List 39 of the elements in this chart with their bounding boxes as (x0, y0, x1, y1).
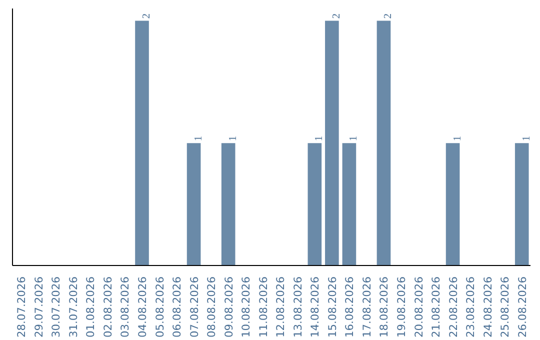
x-tick-label: 02.08.2026 (101, 276, 114, 338)
x-tick-label: 19.08.2026 (395, 276, 408, 338)
x-tick-label: 20.08.2026 (412, 276, 426, 338)
x-tick-label: 15.08.2026 (326, 276, 339, 338)
x-tick-label: 26.08.2026 (516, 276, 529, 338)
x-tick-label: 16.08.2026 (343, 276, 356, 338)
x-tick-label: 09.08.2026 (222, 276, 236, 338)
x-tick-label: 18.08.2026 (378, 276, 391, 338)
x-tick-label: 07.08.2026 (188, 276, 201, 338)
x-tick-label: 21.08.2026 (430, 276, 443, 338)
x-tick-label: 25.08.2026 (498, 276, 512, 338)
x-tick-label: 11.08.2026 (256, 276, 270, 338)
x-tick-label: 30.07.2026 (50, 276, 63, 338)
x-tick-label: 13.08.2026 (291, 276, 304, 338)
x-tick-label: 08.08.2026 (205, 276, 218, 338)
x-tick-label: 17.08.2026 (360, 276, 374, 338)
x-tick-label: 06.08.2026 (170, 276, 184, 338)
x-tick-label: 14.08.2026 (308, 276, 322, 338)
x-tick-label: 03.08.2026 (118, 276, 132, 338)
data-label: 2 (331, 13, 342, 19)
data-label: 1 (314, 136, 326, 142)
x-tick-label: 01.08.2026 (84, 276, 98, 338)
x-tick-label: 23.08.2026 (464, 276, 478, 338)
data-label: 2 (383, 13, 394, 19)
data-label: 2 (142, 13, 152, 19)
x-tick-label: 10.08.2026 (240, 276, 253, 338)
data-label: 1 (521, 136, 532, 142)
x-tick-label: 31.07.2026 (66, 276, 80, 338)
x-tick-label: 04.08.2026 (136, 276, 149, 338)
x-tick-label: 22.08.2026 (446, 276, 460, 338)
x-tick-label: 12.08.2026 (274, 276, 288, 338)
x-tick-label: 24.08.2026 (481, 276, 494, 338)
x-tick-label: 05.08.2026 (153, 276, 166, 338)
data-label: 1 (452, 136, 464, 142)
x-tick-label: 29.07.2026 (32, 276, 46, 338)
data-label: 1 (348, 136, 360, 142)
x-tick-label: 28.07.2026 (15, 276, 28, 338)
data-label: 1 (193, 136, 204, 142)
data-label: 1 (228, 136, 239, 142)
